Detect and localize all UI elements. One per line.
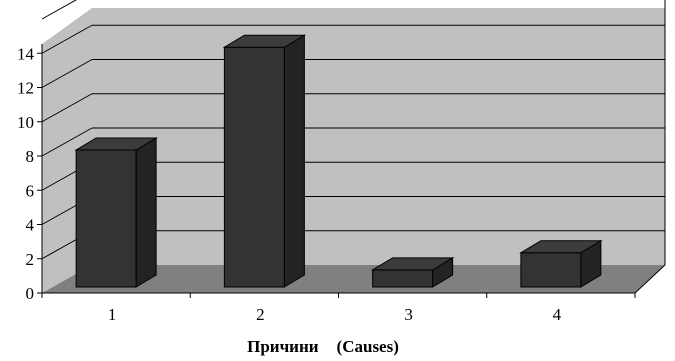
- floor-right-edge: [634, 264, 666, 294]
- bar-top: [370, 257, 455, 271]
- bar-side: [135, 137, 157, 288]
- x-tick-label: 2: [256, 305, 265, 324]
- bar: [370, 256, 455, 288]
- bar-top: [519, 240, 603, 254]
- x-tick-label: 1: [108, 305, 117, 324]
- x-axis-title-part-1: Причини: [247, 337, 319, 356]
- x-ticks: [41, 293, 636, 298]
- gridline-diagonal: [41, 93, 93, 123]
- bar-front: [520, 252, 582, 288]
- x-tick-label: 3: [404, 305, 413, 324]
- bars: [74, 34, 603, 288]
- y-tick-label: 8: [26, 147, 35, 166]
- gridlines: [41, 0, 666, 265]
- x-axis-title: Причини (Causes): [247, 337, 399, 356]
- back-wall: [92, 8, 665, 265]
- bar-top: [222, 34, 307, 48]
- bar-front: [223, 46, 285, 288]
- x-tick-label: 4: [553, 305, 562, 324]
- y-ticks: [37, 52, 42, 294]
- bar: [74, 137, 158, 288]
- y-tick-label: 0: [26, 284, 35, 303]
- bar: [519, 239, 603, 288]
- x-tick-labels: 1 2 3 4: [108, 305, 562, 324]
- y-tick-label: 4: [26, 216, 35, 235]
- bar-front: [372, 269, 434, 288]
- bar-front: [75, 149, 137, 288]
- y-tick-labels: 0 2 4 6 8 10 12 14: [17, 44, 35, 303]
- bar-top: [74, 137, 158, 151]
- gridline-diagonal: [41, 127, 93, 157]
- bar-side: [283, 34, 305, 288]
- wall-top-diagonal: [41, 0, 77, 20]
- y-tick-label: 12: [17, 79, 34, 98]
- y-tick-label: 6: [26, 181, 35, 200]
- y-tick-label: 14: [17, 44, 35, 63]
- chart-floor: [42, 265, 665, 293]
- bar: [222, 34, 307, 288]
- gridline-diagonal: [41, 24, 93, 54]
- y-tick-label: 10: [17, 113, 34, 132]
- gridline-diagonal: [41, 59, 93, 88]
- y-tick-label: 2: [26, 250, 35, 269]
- x-axis-title-part-2: (Causes): [337, 337, 399, 356]
